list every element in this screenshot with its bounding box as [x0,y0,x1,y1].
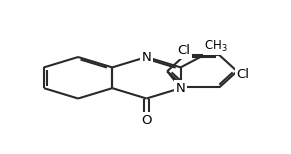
Text: CH$_3$: CH$_3$ [204,39,228,54]
Text: N: N [176,82,185,95]
Text: N: N [142,51,151,63]
Text: Cl: Cl [177,44,190,57]
Text: Cl: Cl [236,68,249,81]
Text: O: O [141,114,152,127]
